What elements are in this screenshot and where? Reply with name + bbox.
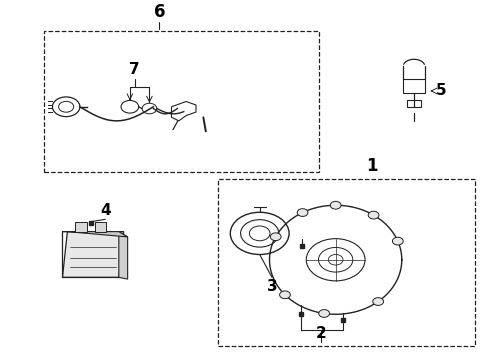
Text: 3: 3 xyxy=(267,279,277,294)
Circle shape xyxy=(394,239,401,244)
Bar xyxy=(218,179,475,346)
Polygon shape xyxy=(63,231,127,237)
Bar xyxy=(44,31,319,172)
Text: 6: 6 xyxy=(153,3,165,21)
Polygon shape xyxy=(119,231,127,279)
Text: 1: 1 xyxy=(367,157,378,175)
Ellipse shape xyxy=(373,298,384,305)
Ellipse shape xyxy=(297,209,308,216)
Circle shape xyxy=(332,203,339,208)
Ellipse shape xyxy=(319,310,330,317)
Circle shape xyxy=(97,224,104,230)
Text: 4: 4 xyxy=(100,203,111,217)
Bar xyxy=(403,78,425,93)
Text: 5: 5 xyxy=(436,84,447,98)
Circle shape xyxy=(370,213,377,217)
Circle shape xyxy=(321,311,328,316)
Circle shape xyxy=(282,292,289,297)
Ellipse shape xyxy=(280,291,291,299)
Ellipse shape xyxy=(368,211,379,219)
Bar xyxy=(75,222,87,231)
Polygon shape xyxy=(63,231,123,277)
Ellipse shape xyxy=(330,201,341,209)
Text: 2: 2 xyxy=(316,326,326,341)
Circle shape xyxy=(375,299,382,304)
Text: 7: 7 xyxy=(129,62,140,77)
Bar xyxy=(95,222,106,231)
Circle shape xyxy=(77,224,85,230)
Circle shape xyxy=(299,210,306,215)
Bar xyxy=(407,100,421,107)
Circle shape xyxy=(272,234,279,239)
Ellipse shape xyxy=(270,233,281,240)
Ellipse shape xyxy=(392,237,403,245)
